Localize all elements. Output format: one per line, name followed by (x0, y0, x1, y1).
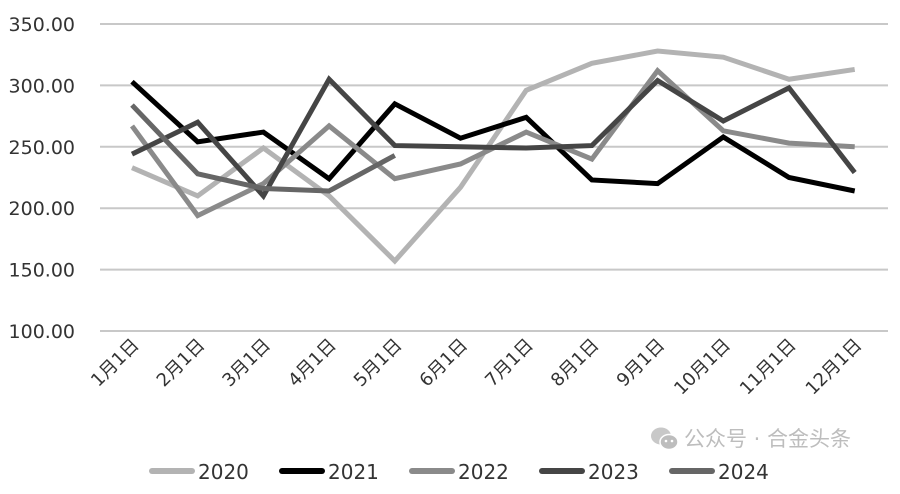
x-tick-label: 11月1日 (736, 335, 801, 400)
x-tick-label: 12月1日 (802, 335, 867, 400)
y-tick-label: 200.00 (9, 198, 75, 220)
x-tick-label: 2月1日 (153, 335, 210, 392)
x-tick-label: 5月1日 (350, 335, 407, 392)
series-line-2021 (130, 79, 856, 194)
legend-label-2020: 2020 (198, 460, 249, 484)
series-line-2020 (131, 48, 856, 265)
x-tick-label: 3月1日 (218, 335, 275, 392)
y-tick-label: 300.00 (9, 75, 75, 97)
wechat-icon (651, 427, 679, 451)
y-tick-label: 150.00 (9, 260, 75, 282)
x-tick-label: 1月1日 (87, 335, 144, 392)
x-tick-label: 7月1日 (481, 335, 538, 392)
watermark-text: 公众号 · 合金头条 (684, 427, 852, 451)
legend-label-2023: 2023 (588, 460, 639, 484)
x-tick-label: 8月1日 (547, 335, 604, 392)
y-tick-label: 350.00 (9, 14, 75, 36)
legend-label-2024: 2024 (718, 460, 769, 484)
x-tick-label: 10月1日 (670, 335, 735, 400)
legend-label-2022: 2022 (458, 460, 509, 484)
x-tick-label: 6月1日 (416, 335, 473, 392)
y-tick-label: 100.00 (9, 321, 75, 343)
watermark: 公众号 · 合金头条 (650, 426, 851, 452)
legend-label-2021: 2021 (328, 460, 379, 484)
x-tick-label: 4月1日 (284, 335, 341, 392)
y-tick-label: 250.00 (9, 137, 75, 159)
x-tick-label: 9月1日 (613, 335, 670, 392)
